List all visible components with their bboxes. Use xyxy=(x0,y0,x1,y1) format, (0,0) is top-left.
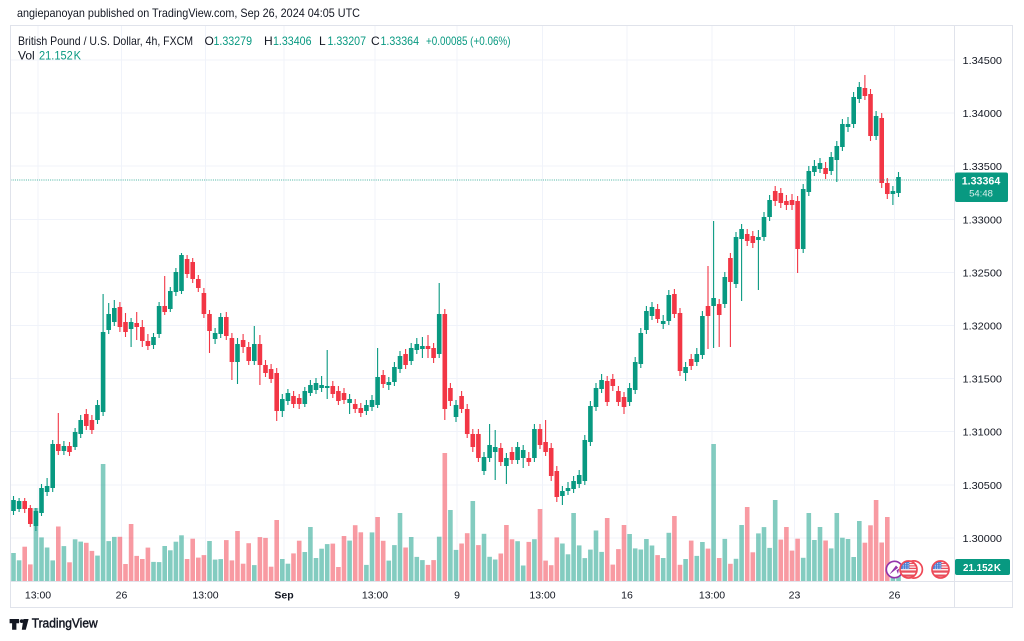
svg-text:26: 26 xyxy=(889,590,901,602)
svg-text:1.32500: 1.32500 xyxy=(963,267,1003,279)
svg-text:1.33279: 1.33279 xyxy=(214,34,253,48)
svg-text:1.30500: 1.30500 xyxy=(963,480,1003,492)
svg-text:TradingView: TradingView xyxy=(32,616,99,631)
svg-text:1.33207: 1.33207 xyxy=(328,34,367,48)
svg-text:1.33406: 1.33406 xyxy=(273,34,312,48)
svg-text:13:00: 13:00 xyxy=(25,590,51,602)
svg-text:1.32000: 1.32000 xyxy=(963,320,1003,332)
svg-text:1.31500: 1.31500 xyxy=(963,373,1003,385)
svg-text:L: L xyxy=(319,34,326,48)
svg-text:Vol: Vol xyxy=(18,49,35,63)
svg-text:21.152 K: 21.152 K xyxy=(39,49,81,63)
svg-text:9: 9 xyxy=(454,590,460,602)
svg-text:26: 26 xyxy=(116,590,128,602)
svg-text:1.33500: 1.33500 xyxy=(963,161,1003,173)
svg-text:O: O xyxy=(205,34,214,48)
svg-text:13:00: 13:00 xyxy=(362,590,388,602)
svg-text:Sep: Sep xyxy=(274,590,293,602)
svg-text:54:48: 54:48 xyxy=(969,189,993,200)
svg-text:1.30000: 1.30000 xyxy=(963,533,1003,545)
svg-text:C: C xyxy=(371,34,380,48)
svg-text:H: H xyxy=(264,34,273,48)
svg-text:13:00: 13:00 xyxy=(529,590,555,602)
svg-text:angiepanoyan published on Trad: angiepanoyan published on TradingView.co… xyxy=(17,6,360,20)
svg-text:13:00: 13:00 xyxy=(699,590,725,602)
svg-text:1.34500: 1.34500 xyxy=(963,55,1003,67)
svg-text:13:00: 13:00 xyxy=(192,590,218,602)
svg-text:1.33000: 1.33000 xyxy=(963,214,1003,226)
svg-text:1.31000: 1.31000 xyxy=(963,426,1003,438)
svg-text:+0.00085 (+0.06%): +0.00085 (+0.06%) xyxy=(426,34,511,48)
svg-text:1.34000: 1.34000 xyxy=(963,108,1003,120)
svg-text:21.152 K: 21.152 K xyxy=(963,562,1001,574)
svg-text:1.33364: 1.33364 xyxy=(381,34,420,48)
svg-text:British Pound / U.S. Dollar, 4: British Pound / U.S. Dollar, 4h, FXCM xyxy=(18,34,193,48)
svg-text:1.33364: 1.33364 xyxy=(962,176,1001,188)
svg-text:16: 16 xyxy=(621,590,633,602)
svg-text:23: 23 xyxy=(789,590,801,602)
